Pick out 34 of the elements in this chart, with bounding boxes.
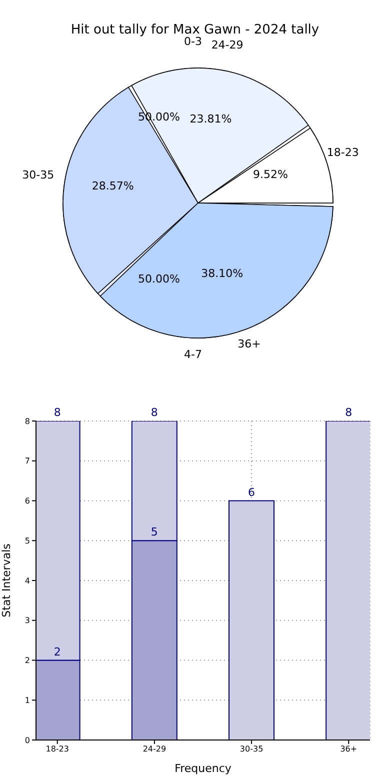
slice-label: 30-35 bbox=[22, 168, 54, 182]
y-tick-label: 7 bbox=[24, 456, 30, 466]
slice-label: 18-23 bbox=[326, 146, 359, 160]
slice-label: 36+ bbox=[238, 338, 261, 351]
y-tick-label: 6 bbox=[24, 496, 30, 506]
total-label: 8 bbox=[54, 406, 61, 419]
y-tick-label: 1 bbox=[24, 696, 30, 705]
y-tick-label: 5 bbox=[24, 536, 30, 546]
data-label: 28.57% bbox=[92, 180, 134, 193]
y-axis-title: Stat Intervals bbox=[0, 543, 13, 618]
x-tick-label: 24-29 bbox=[142, 744, 166, 754]
bar bbox=[228, 500, 274, 740]
data-label: 5 bbox=[150, 526, 158, 539]
chart-title: Hit out tally for Max Gawn - 2024 tally bbox=[70, 22, 320, 38]
data-label: 23.81% bbox=[190, 112, 232, 126]
slice-label: 24-29 bbox=[211, 38, 244, 52]
total-label: 8 bbox=[345, 406, 352, 419]
x-tick-label: 30-35 bbox=[240, 744, 264, 754]
slice-label: 4-7 bbox=[184, 348, 202, 362]
y-tick-label: 3 bbox=[24, 616, 30, 626]
data-label: 9.52% bbox=[253, 168, 288, 182]
y-tick-label: 4 bbox=[24, 576, 30, 586]
data-label: 2 bbox=[54, 645, 61, 658]
x-axis-title: Frequency bbox=[174, 762, 232, 775]
data-label: 38.10% bbox=[201, 267, 244, 280]
y-tick-label: 0 bbox=[24, 736, 30, 745]
x-tick-label: 18-23 bbox=[46, 744, 69, 754]
y-tick-label: 2 bbox=[24, 656, 30, 666]
slice-label: 0-3 bbox=[184, 34, 202, 48]
x-tick-label: 36+ bbox=[340, 744, 358, 754]
total-label: 8 bbox=[150, 406, 158, 419]
data-label: 50.00% bbox=[138, 272, 180, 286]
total-label: 6 bbox=[248, 486, 255, 499]
y-tick-label: 8 bbox=[24, 416, 30, 426]
